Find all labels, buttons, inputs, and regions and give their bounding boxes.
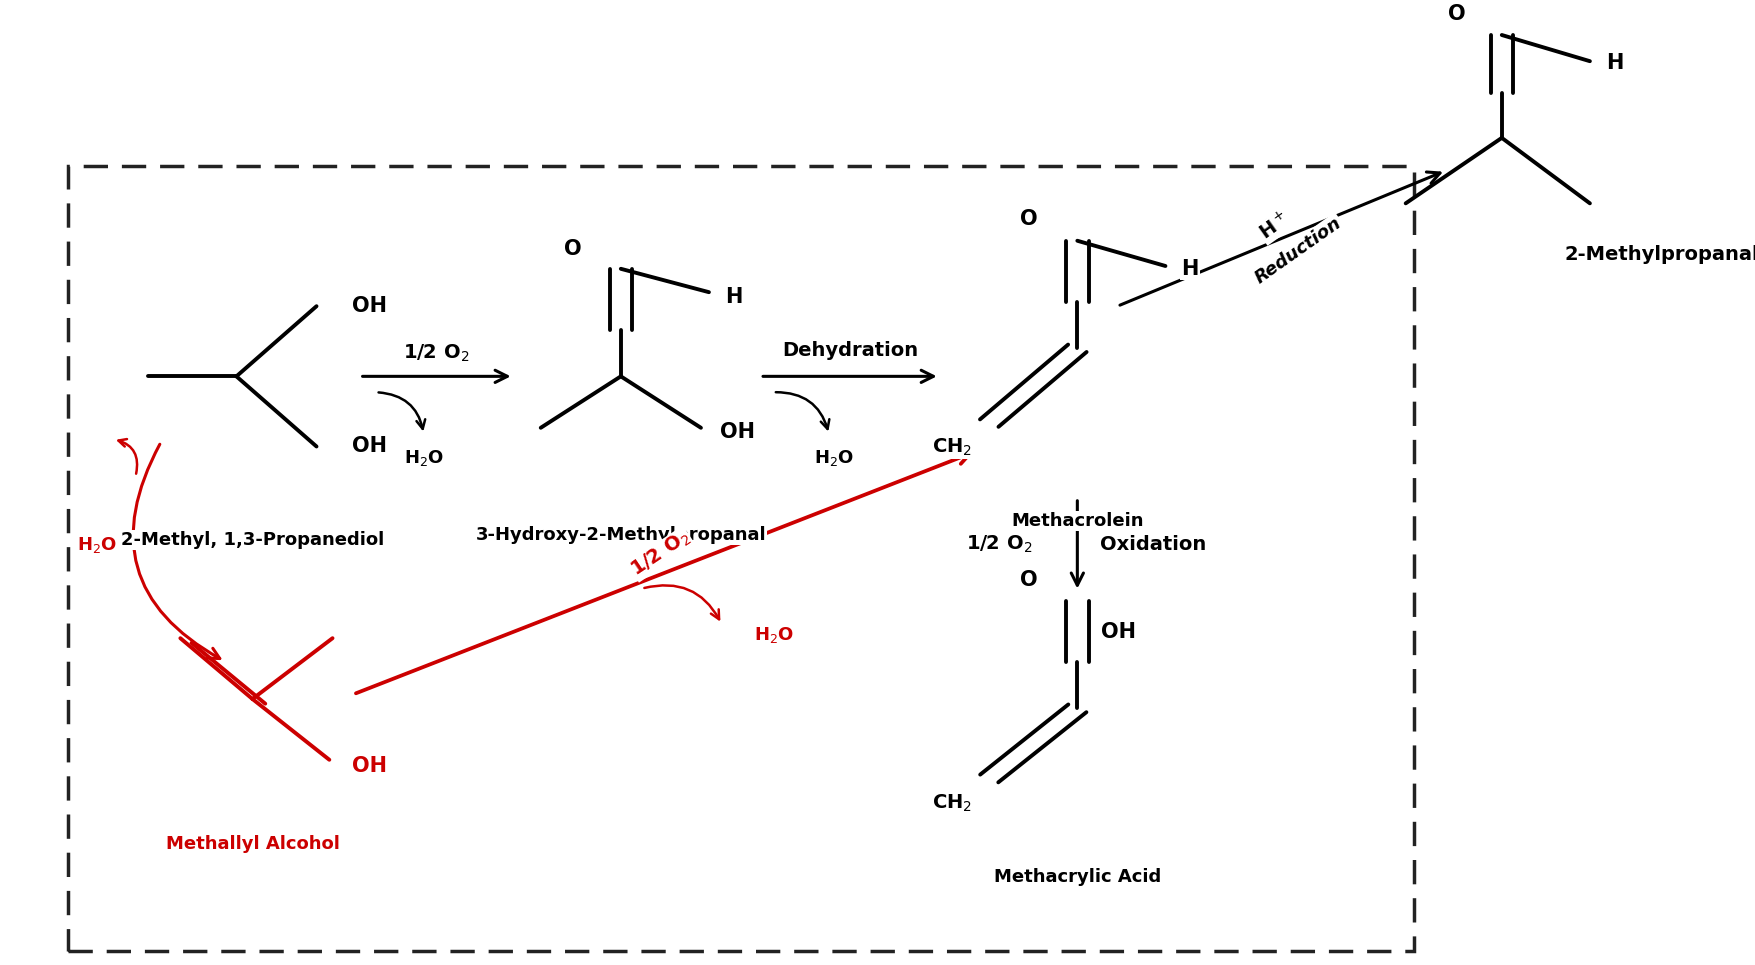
Text: H$_2$O: H$_2$O [755,625,793,646]
Text: Methacrolein: Methacrolein [1011,512,1144,531]
Text: OH: OH [720,423,755,443]
Text: O: O [1020,569,1039,590]
Text: CH$_2$: CH$_2$ [932,437,972,458]
Text: H$_2$O: H$_2$O [77,535,118,555]
Text: OH: OH [351,296,386,317]
Text: H: H [725,287,742,307]
Text: 3-Hydroxy-2-Methylpropanal: 3-Hydroxy-2-Methylpropanal [476,526,767,544]
Text: H$_2$O: H$_2$O [404,449,444,468]
Text: 2-Methyl, 1,3-Propanediol: 2-Methyl, 1,3-Propanediol [121,531,384,549]
Text: Oxidation: Oxidation [1100,536,1206,554]
Text: H: H [1606,53,1623,73]
Text: H$_2$O: H$_2$O [814,449,855,468]
Text: 1/2 O$_2$: 1/2 O$_2$ [627,527,695,581]
Text: CH$_2$: CH$_2$ [932,792,972,813]
Text: H$^+$: H$^+$ [1255,209,1293,244]
Text: O: O [1448,4,1465,24]
Text: 2-Methylpropanal: 2-Methylpropanal [1565,245,1755,264]
Text: OH: OH [351,436,386,456]
Text: 1/2 O$_2$: 1/2 O$_2$ [404,343,470,364]
Text: Dehydration: Dehydration [781,341,918,360]
Text: OH: OH [351,757,386,776]
Text: H: H [1181,259,1199,279]
Text: O: O [1020,208,1039,229]
Text: Methacrylic Acid: Methacrylic Acid [993,868,1162,886]
Text: 1/2 O$_2$: 1/2 O$_2$ [967,534,1032,555]
Text: Reduction: Reduction [1251,213,1344,287]
Text: OH: OH [1102,621,1137,642]
Text: Methallyl Alcohol: Methallyl Alcohol [165,835,339,853]
Text: O: O [563,239,581,260]
